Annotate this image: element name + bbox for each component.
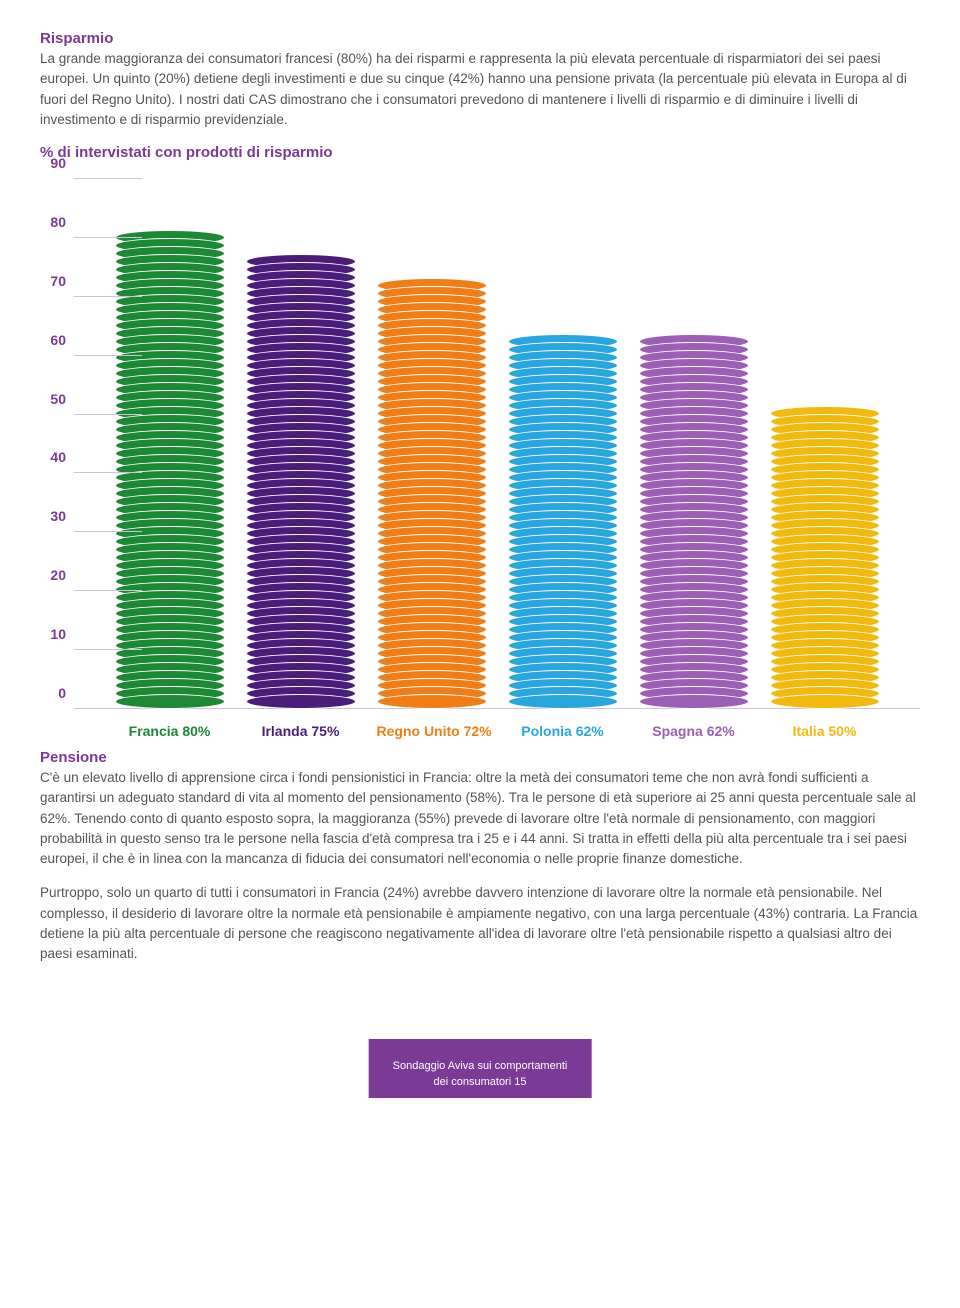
coin-stack: [246, 254, 356, 709]
page-number: 15: [514, 1076, 526, 1088]
coin-stack: [115, 230, 225, 709]
y-tick: 80: [40, 214, 66, 230]
coin-stack: [639, 334, 749, 709]
y-tick: 90: [40, 155, 66, 171]
section-body-pensione-1: C'è un elevato livello di apprensione ci…: [40, 768, 920, 869]
y-tick: 50: [40, 391, 66, 407]
section-title-pensione: Pensione: [40, 749, 920, 766]
bar-column: [508, 334, 618, 709]
y-tick: 60: [40, 332, 66, 348]
y-tick: 10: [40, 626, 66, 642]
chart-title: % di intervistati con prodotti di rispar…: [40, 144, 920, 161]
coin-stack: [508, 334, 618, 709]
footer-line2: dei consumatori 15: [393, 1075, 568, 1090]
footer-line1: Sondaggio Aviva sui comportamenti: [393, 1059, 568, 1074]
x-label: Italia 50%: [770, 723, 880, 739]
x-label: Polonia 62%: [508, 723, 618, 739]
x-label: Irlanda 75%: [246, 723, 356, 739]
coin-stack: [770, 406, 880, 709]
y-tick: 40: [40, 449, 66, 465]
section-body-risparmio: La grande maggioranza dei consumatori fr…: [40, 49, 920, 130]
page-footer: Sondaggio Aviva sui comportamenti dei co…: [369, 1039, 592, 1098]
x-label: Spagna 62%: [639, 723, 749, 739]
bar-column: [115, 230, 225, 709]
y-tick: 20: [40, 567, 66, 583]
section-title-risparmio: Risparmio: [40, 30, 920, 47]
savings-chart: 0102030405060708090 Francia 80%Irlanda 7…: [40, 179, 920, 739]
footer-line2-prefix: dei consumatori: [434, 1076, 515, 1088]
y-tick: 70: [40, 273, 66, 289]
y-tick: 0: [40, 685, 66, 701]
coin-stack: [377, 278, 487, 709]
bar-column: [377, 278, 487, 709]
bar-column: [639, 334, 749, 709]
bar-column: [246, 254, 356, 709]
section-body-pensione-2: Purtroppo, solo un quarto di tutti i con…: [40, 883, 920, 964]
bar-column: [770, 406, 880, 709]
y-tick: 30: [40, 508, 66, 524]
x-label: Francia 80%: [115, 723, 225, 739]
x-label: Regno Unito 72%: [377, 723, 487, 739]
